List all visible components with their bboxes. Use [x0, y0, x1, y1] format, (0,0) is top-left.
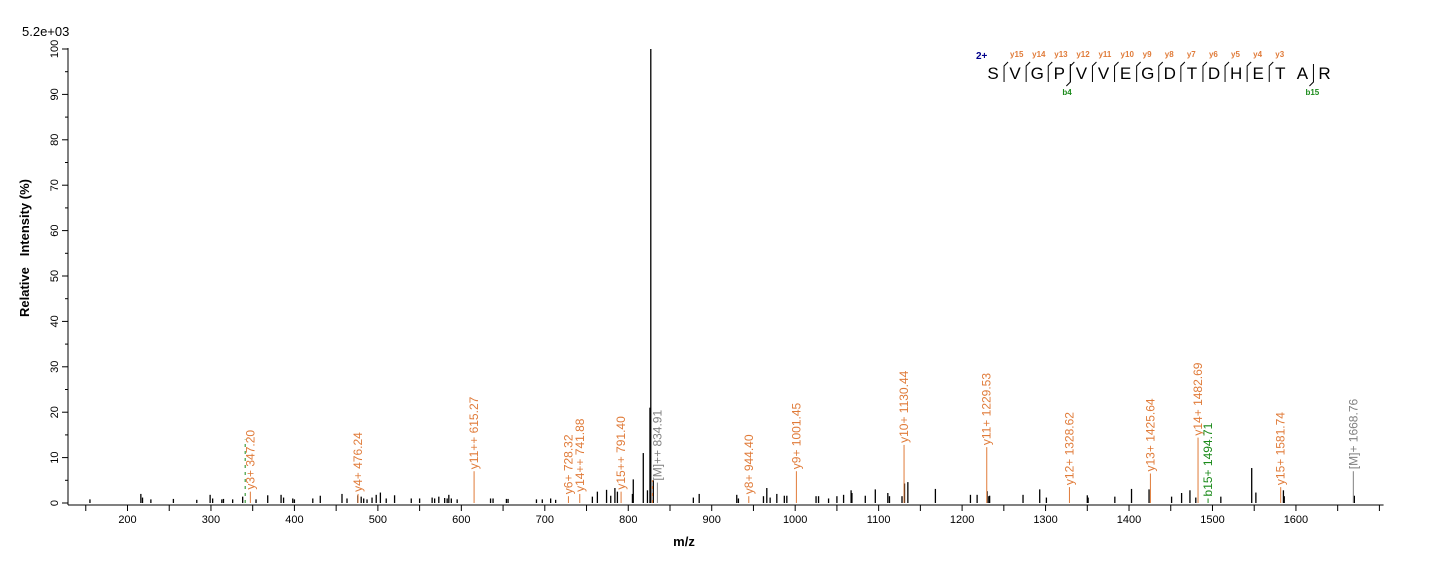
residue: D: [1164, 64, 1176, 83]
y-tick-label: 10: [49, 451, 61, 463]
peak-label: y13+ 1425.64: [1143, 398, 1157, 471]
x-tick-label: 900: [703, 514, 721, 526]
x-tick-label: 1000: [783, 514, 807, 526]
y-ion-label: y7: [1187, 50, 1196, 59]
y-ion-label: y13: [1054, 50, 1068, 59]
residue: V: [1009, 64, 1021, 83]
y-ion-bracket: [1158, 61, 1164, 82]
y-ion-label: y10: [1121, 50, 1135, 59]
peak-label: y11+ 1229.53: [980, 373, 994, 446]
y-ion-bracket: [1069, 61, 1075, 82]
y-tick-label: 100: [49, 40, 61, 58]
peak-label: y14++ 741.88: [573, 418, 587, 492]
x-tick-label: 1400: [1117, 514, 1141, 526]
y-tick-label: 40: [49, 315, 61, 327]
y-ion-bracket: [1246, 61, 1252, 82]
residue: R: [1318, 64, 1330, 83]
residue: V: [1098, 64, 1110, 83]
residue: A: [1297, 64, 1309, 83]
x-tick-label: 400: [285, 514, 303, 526]
y-axis-label: Relative Intensity (%): [17, 179, 32, 317]
y-ion-label: y9: [1143, 50, 1152, 59]
x-tick-label: 700: [536, 514, 554, 526]
x-tick-label: 500: [369, 514, 387, 526]
x-tick-label: 1500: [1200, 514, 1224, 526]
y-tick-label: 20: [49, 406, 61, 418]
intensity-scale-label: 5.2e+03: [22, 24, 70, 39]
y-ion-bracket: [1047, 61, 1053, 82]
y-tick-label: 70: [49, 179, 61, 191]
x-axis-label: m/z: [673, 534, 695, 549]
y-ion-bracket: [1268, 61, 1274, 82]
y-ion-label: y5: [1231, 50, 1240, 59]
residue: E: [1253, 64, 1264, 83]
residue: V: [1076, 64, 1088, 83]
peak-label: y10+ 1130.44: [897, 370, 911, 443]
peak-label: y9+ 1001.45: [789, 403, 803, 470]
y-ion-bracket: [1003, 61, 1009, 82]
y-ion-label: y6: [1209, 50, 1218, 59]
b-ion-bracket: [1309, 64, 1314, 87]
residue: D: [1208, 64, 1220, 83]
y-tick-label: 60: [49, 224, 61, 236]
peak-label: [M]++ 834.91: [650, 410, 664, 481]
residue: H: [1230, 64, 1242, 83]
y-ion-bracket: [1091, 61, 1097, 82]
x-tick-label: 1600: [1284, 514, 1308, 526]
b-ion-bracket: [1065, 64, 1071, 87]
y-ion-label: y8: [1165, 50, 1174, 59]
y-tick-label: 50: [49, 270, 61, 282]
x-tick-label: 200: [118, 514, 136, 526]
residue: T: [1275, 64, 1285, 83]
annotations: y3+ 347.20 y4+ 476.24 y11++ 615.27 y6+ 728.…: [243, 362, 1360, 503]
y-ion-label: y12: [1076, 50, 1090, 59]
x-tick-label: 800: [619, 514, 637, 526]
y-ion-label: y11: [1098, 50, 1111, 59]
peak-label: [M]+ 1668.76: [1346, 399, 1360, 470]
b-ion-label: b15: [1305, 88, 1319, 97]
y-ion-label: y15: [1010, 50, 1024, 59]
y-ion-label: y14: [1032, 50, 1046, 59]
x-tick-label: 1300: [1033, 514, 1057, 526]
peak-label: b15+ 1494.71: [1201, 422, 1215, 496]
x-tick-label: 300: [202, 514, 220, 526]
y-ion-label: y4: [1253, 50, 1262, 59]
y-ion-bracket: [1202, 61, 1208, 82]
residue: S: [987, 64, 998, 83]
y-ion-bracket: [1114, 61, 1119, 82]
peaks: [89, 49, 1356, 503]
y-ion-bracket: [1025, 61, 1031, 82]
residue: E: [1120, 64, 1131, 83]
peak-label: y15++ 791.40: [614, 416, 628, 490]
peak-label: y3+ 347.20: [243, 430, 257, 490]
x-tick-label: 600: [452, 514, 470, 526]
x-tick-label: 1100: [867, 514, 891, 526]
residue: T: [1187, 64, 1197, 83]
peak-label: y4+ 476.24: [351, 432, 365, 492]
y-ion-bracket: [1224, 61, 1230, 82]
y-tick-label: 90: [49, 88, 61, 100]
peak-label: y6+ 728.32: [561, 434, 575, 494]
peak-label: y14+ 1482.69: [1191, 362, 1205, 435]
y-tick-label: 0: [49, 500, 61, 506]
peak-label: y11++ 615.27: [467, 396, 481, 469]
x-tick-label: 1200: [950, 514, 974, 526]
peak-label: y15+ 1581.74: [1274, 412, 1288, 485]
peak-label: y8+ 944.40: [742, 434, 756, 494]
y-ion-bracket: [1180, 61, 1186, 82]
y-ion-bracket: [1136, 61, 1142, 82]
b-ion-label: b4: [1062, 88, 1072, 97]
residue: G: [1141, 64, 1154, 83]
peak-label: y12+ 1328.62: [1062, 412, 1076, 485]
y-tick-label: 80: [49, 134, 61, 146]
residue: G: [1031, 64, 1044, 83]
charge-state: 2+: [976, 51, 988, 62]
residue: P: [1054, 64, 1065, 83]
y-tick-label: 30: [49, 361, 61, 373]
y-ion-label: y3: [1275, 50, 1284, 59]
axes: 200 300 400 500 600 700 800 900 1000 1100 1200 1300…: [49, 40, 1384, 526]
